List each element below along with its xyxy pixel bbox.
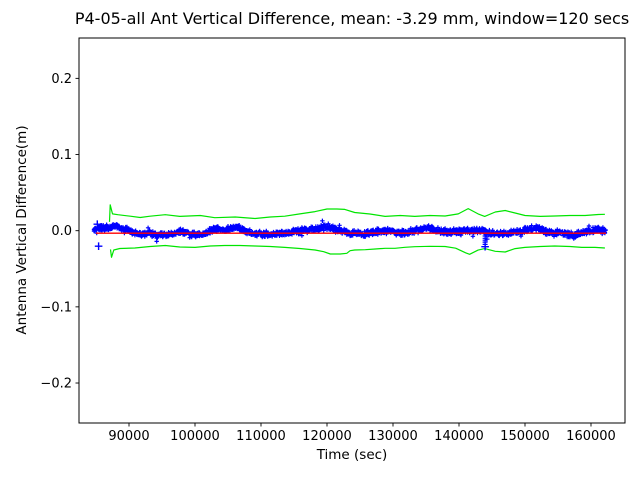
y-tick-label: −0.2 xyxy=(40,377,72,392)
x-axis-label: Time (sec) xyxy=(316,447,388,463)
x-tick-label: 120000 xyxy=(302,429,352,444)
x-tick-label: 160000 xyxy=(566,429,616,444)
x-tick-label: 100000 xyxy=(170,429,220,444)
outlier-markers xyxy=(93,220,489,251)
y-tick-label: 0.1 xyxy=(51,148,72,163)
y-tick-label: 0.2 xyxy=(51,72,72,87)
y-tick-label: 0.0 xyxy=(51,224,72,239)
y-axis-label: Antenna Vertical Difference(m) xyxy=(14,125,30,335)
x-tick-label: 110000 xyxy=(236,429,286,444)
lower-bound-line xyxy=(109,244,605,258)
axes-box xyxy=(78,37,626,424)
upper-bound-line xyxy=(108,204,605,222)
measurement-markers xyxy=(91,218,608,244)
chart-title: P4-05-all Ant Vertical Difference, mean:… xyxy=(74,9,630,28)
x-tick-label: 130000 xyxy=(368,429,418,444)
x-tick-label: 150000 xyxy=(500,429,550,444)
x-tick-label: 90000 xyxy=(108,429,149,444)
y-tick-label: −0.1 xyxy=(40,300,72,315)
x-tick-label: 140000 xyxy=(434,429,484,444)
